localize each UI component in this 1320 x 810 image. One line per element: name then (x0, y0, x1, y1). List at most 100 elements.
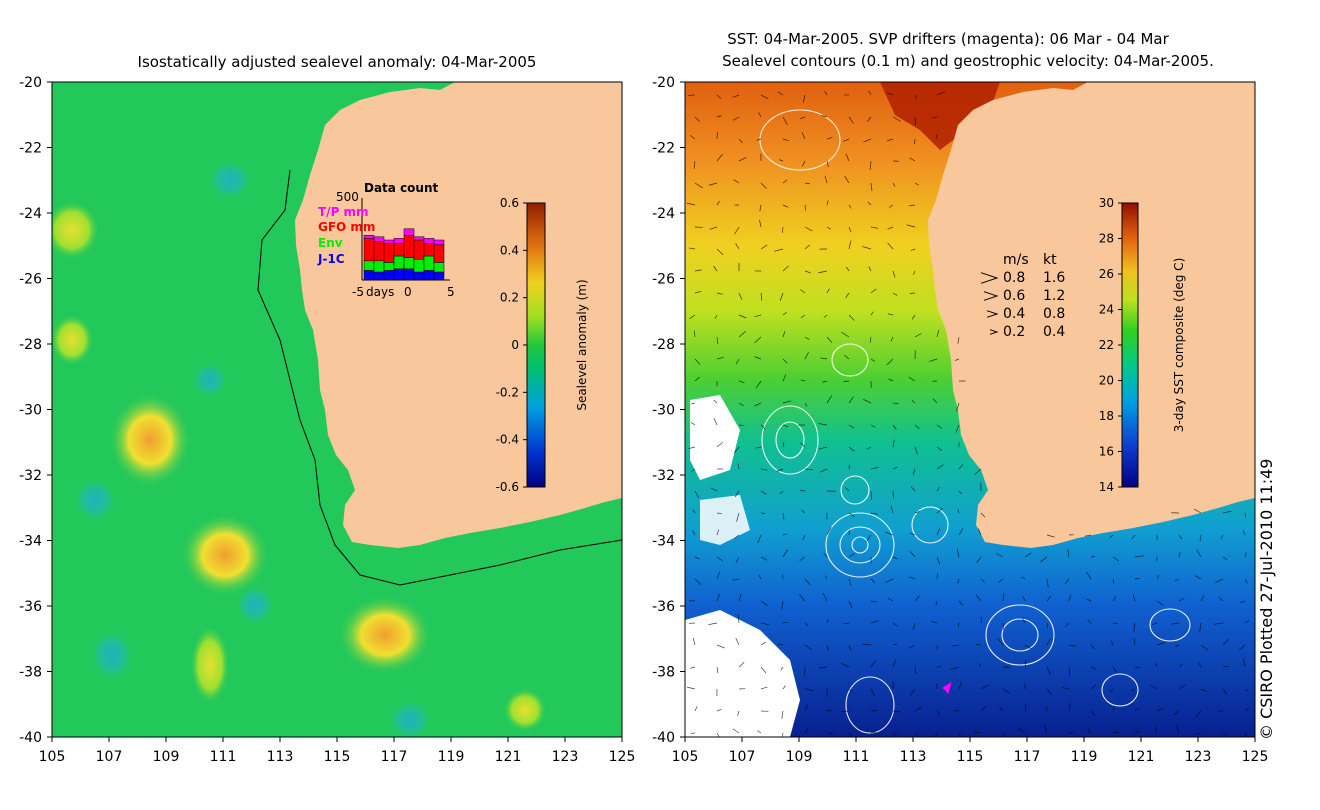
velocity-arrow (782, 533, 787, 536)
velocity-arrow (1149, 684, 1158, 690)
velocity-arrow (913, 270, 916, 275)
velocity-arrow (845, 153, 850, 162)
velocity-arrow (735, 637, 740, 646)
velocity-arrow (804, 622, 809, 627)
velocity-arrow (713, 399, 718, 404)
velocity-arrow (777, 643, 784, 646)
velocity-arrow (782, 331, 786, 338)
velocity-arrow (804, 244, 810, 250)
velocity-arrow (841, 662, 850, 668)
svp-drifter-track (942, 681, 952, 694)
y-tick-label: -20 (19, 75, 42, 91)
velocity-arrow (1134, 577, 1140, 580)
velocity-arrow (1194, 575, 1202, 580)
velocity-arrow (870, 311, 874, 316)
velocity-arrow (910, 248, 916, 251)
velocity-arrow (1064, 578, 1070, 584)
velocity-arrow (974, 731, 982, 734)
velocity-arrow (754, 356, 762, 360)
velocity-arrow (826, 732, 833, 735)
velocity-arrow (892, 710, 902, 713)
sla-anomaly-blob (208, 160, 252, 200)
velocity-arrow (980, 616, 983, 624)
velocity-arrow (936, 487, 940, 492)
velocity-arrow (1024, 659, 1027, 668)
x-tick-label: 125 (1242, 749, 1269, 765)
velocity-arrow (848, 396, 854, 404)
velocity-arrow (755, 380, 762, 389)
sla-anomaly-blob (52, 200, 100, 260)
velocity-arrow (1090, 710, 1096, 716)
x-tick-label: 121 (1128, 749, 1155, 765)
velocity-arrow (1199, 534, 1202, 542)
velocity-arrow (804, 688, 814, 691)
velocity-arrow (1222, 732, 1228, 736)
velocity-arrow (848, 116, 854, 124)
velocity-arrow (1068, 703, 1071, 712)
velocity-arrow (848, 226, 852, 233)
velocity-arrow (754, 314, 762, 318)
velocity-arrow (936, 91, 946, 96)
velocity-arrow (1062, 687, 1070, 690)
velocity-arrow (1090, 666, 1096, 670)
velocity-arrow (735, 556, 740, 563)
velocity-arrow (691, 402, 696, 405)
y-tick-label: -38 (19, 665, 42, 681)
velocity-arrow (1134, 638, 1136, 646)
velocity-arrow (870, 578, 876, 584)
x-tick-label: 109 (153, 749, 180, 765)
inset-bar-segment (403, 228, 415, 236)
x-tick-label: 105 (39, 749, 66, 765)
sla-anomaly-blob (337, 595, 433, 675)
velocity-arrow (1132, 594, 1136, 602)
velocity-arrow (737, 710, 740, 716)
velocity-arrow (870, 600, 877, 603)
x-tick-label: 113 (900, 749, 927, 765)
velocity-arrow (822, 380, 828, 383)
velocity-arrow (694, 182, 703, 189)
velocity-arrow (911, 314, 916, 320)
velocity-arrow (914, 333, 922, 338)
velocity-arrow (886, 358, 894, 366)
velocity-arrow (848, 424, 855, 429)
velocity-arrow (779, 292, 784, 302)
velocity-arrow (1087, 728, 1092, 734)
velocity-arrow (1021, 616, 1026, 624)
velocity-arrow (936, 556, 941, 565)
velocity-arrow (998, 578, 1004, 583)
colorbar-tick-label: -0.2 (496, 385, 519, 399)
colorbar-tick-label: 16 (1099, 445, 1114, 459)
velocity-arrow (887, 597, 894, 602)
velocity-arrow (1002, 593, 1005, 602)
velocity-vectors (686, 90, 1250, 737)
velocity-arrow (1222, 638, 1229, 646)
velocity-arrow (885, 531, 894, 536)
velocity-arrow (760, 600, 768, 606)
sst-warm-region (880, 82, 1000, 150)
velocity-arrow (782, 116, 788, 126)
velocity-key-kt: 0.8 (1043, 306, 1065, 322)
velocity-arrow (886, 138, 894, 142)
velocity-arrow (735, 243, 740, 250)
velocity-arrow (826, 336, 833, 343)
inset-bar-segment (423, 242, 435, 257)
velocity-arrow (842, 138, 850, 142)
velocity-arrow (1024, 644, 1032, 650)
sla-anomaly-blob (73, 478, 117, 522)
velocity-arrow (694, 706, 698, 712)
velocity-arrow (760, 686, 768, 690)
velocity-arrow (845, 292, 850, 299)
velocity-arrow (1112, 705, 1115, 712)
velocity-arrow (738, 593, 742, 602)
velocity-arrow (999, 706, 1004, 712)
velocity-arrow (779, 159, 784, 162)
inset-bar-segment (393, 255, 405, 270)
velocity-arrow (997, 637, 1004, 646)
velocity-arrow (957, 578, 960, 584)
velocity-arrow (1244, 578, 1248, 584)
land-mass (928, 82, 1255, 548)
sla-anomaly-blob (108, 392, 192, 488)
velocity-arrow (914, 446, 918, 455)
inset-x-label-right: 5 (447, 285, 455, 299)
velocity-arrow (892, 622, 898, 627)
